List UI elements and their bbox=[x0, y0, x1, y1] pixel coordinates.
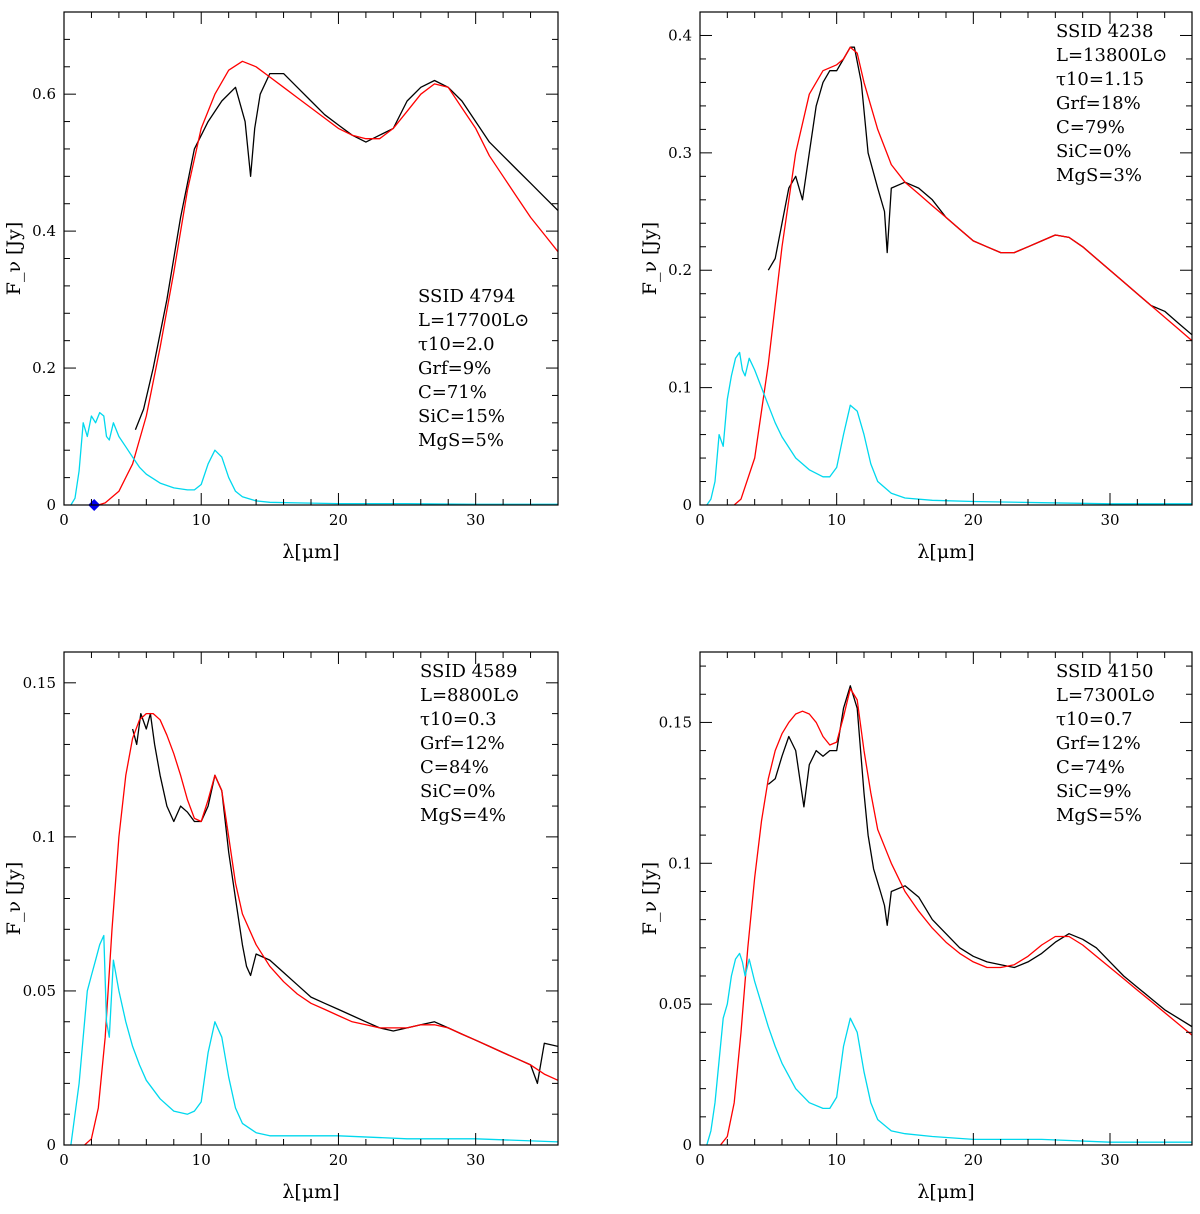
annotation-line: C=84% bbox=[420, 757, 489, 778]
annotation-line: SSID 4150 bbox=[1056, 661, 1153, 682]
x-axis-title: λ[μm] bbox=[282, 1181, 339, 1203]
y-tick-label: 0.1 bbox=[32, 828, 56, 846]
y-tick-label: 0 bbox=[46, 496, 56, 514]
annotation-line: L=13800L⊙ bbox=[1056, 45, 1167, 66]
x-axis-title: λ[μm] bbox=[282, 541, 339, 563]
x-tick-label: 20 bbox=[329, 511, 348, 529]
x-tick-label: 10 bbox=[192, 1151, 211, 1169]
annotation-line: MgS=5% bbox=[1056, 805, 1142, 826]
x-tick-label: 30 bbox=[466, 511, 485, 529]
observed-spectrum-line bbox=[767, 46, 1192, 336]
annotation-line: MgS=5% bbox=[418, 430, 504, 451]
annotation-line: Grf=18% bbox=[1056, 93, 1141, 114]
y-tick-label: 0.05 bbox=[659, 995, 692, 1013]
observed-spectrum-line bbox=[134, 72, 558, 430]
annotation-line: SiC=9% bbox=[1056, 781, 1132, 802]
annotation-line: L=17700L⊙ bbox=[418, 310, 529, 331]
x-tick-label: 20 bbox=[964, 511, 983, 529]
x-tick-label: 30 bbox=[466, 1151, 485, 1169]
panel-ssid-4238: 0 10 20 30 0 0.1 0.2 0.3 0.4 λ[μm] F_ν [Jy] SSID 42… bbox=[639, 11, 1193, 563]
annotation-line: SiC=0% bbox=[420, 781, 496, 802]
y-tick-label: 0 bbox=[682, 1136, 692, 1154]
panel-ssid-4150: 0 10 20 30 0 0.05 0.1 0.15 λ[μm] F_ν [Jy] SSID 415… bbox=[639, 651, 1193, 1203]
y-tick-label: 0 bbox=[46, 1136, 56, 1154]
annotation-line: C=74% bbox=[1056, 757, 1125, 778]
y-tick-label: 0.2 bbox=[668, 261, 692, 279]
annotation-line: SiC=15% bbox=[418, 406, 505, 427]
annotation-line: SSID 4238 bbox=[1056, 21, 1153, 42]
annotation-line: τ10=0.3 bbox=[420, 709, 497, 730]
x-tick-label: 30 bbox=[1100, 511, 1119, 529]
y-tick-label: 0.2 bbox=[32, 359, 56, 377]
model-fit-line bbox=[98, 60, 558, 505]
annotation-line: L=7300L⊙ bbox=[1056, 685, 1156, 706]
annotation-line: C=71% bbox=[418, 382, 487, 403]
y-tick-label: 0.1 bbox=[668, 379, 692, 397]
x-tick-label: 10 bbox=[827, 511, 846, 529]
stellar-spectrum-line bbox=[706, 952, 1192, 1145]
x-tick-label: 0 bbox=[695, 511, 705, 529]
y-tick-label: 0.3 bbox=[668, 144, 692, 162]
stellar-spectrum-line bbox=[70, 411, 558, 505]
y-tick-label: 0.1 bbox=[668, 854, 692, 872]
annotation-line: L=8800L⊙ bbox=[420, 685, 520, 706]
annotation-line: C=79% bbox=[1056, 117, 1125, 138]
annotation-line: MgS=4% bbox=[420, 805, 506, 826]
y-axis-title: F_ν [Jy] bbox=[3, 862, 25, 935]
annotation-line: SiC=0% bbox=[1056, 141, 1132, 162]
x-tick-label: 30 bbox=[1100, 1151, 1119, 1169]
y-tick-label: 0.05 bbox=[23, 982, 56, 1000]
observed-spectrum-line bbox=[131, 712, 558, 1085]
y-axis-title: F_ν [Jy] bbox=[639, 862, 661, 935]
model-fit-line bbox=[733, 46, 1192, 505]
x-axis-title: λ[μm] bbox=[917, 1181, 974, 1203]
stellar-spectrum-line bbox=[706, 351, 1192, 505]
y-tick-label: 0.4 bbox=[668, 26, 692, 44]
panel-ssid-4794: 0 10 20 30 0 0.2 0.4 0.6 λ[μm] F_ν [Jy] SSID 4794 L… bbox=[3, 11, 559, 563]
annotation-line: Grf=12% bbox=[1056, 733, 1141, 754]
model-fit-line bbox=[84, 712, 558, 1145]
annotation-line: τ10=2.0 bbox=[418, 334, 495, 355]
y-tick-label: 0.6 bbox=[32, 85, 56, 103]
annotation-line: τ10=0.7 bbox=[1056, 709, 1133, 730]
annotation-line: MgS=3% bbox=[1056, 165, 1142, 186]
x-axis-title: λ[μm] bbox=[917, 541, 974, 563]
stellar-spectrum-line bbox=[70, 934, 558, 1145]
y-tick-label: 0.4 bbox=[32, 222, 56, 240]
annotation-line: Grf=9% bbox=[418, 358, 491, 379]
x-tick-label: 0 bbox=[59, 511, 69, 529]
annotation-line: τ10=1.15 bbox=[1056, 69, 1144, 90]
y-axis-title: F_ν [Jy] bbox=[3, 222, 25, 295]
y-axis-title: F_ν [Jy] bbox=[639, 222, 661, 295]
annotation-line: SSID 4794 bbox=[418, 286, 515, 307]
x-tick-label: 10 bbox=[827, 1151, 846, 1169]
y-tick-label: 0.15 bbox=[659, 713, 692, 731]
observed-spectrum-line bbox=[767, 685, 1192, 1028]
y-tick-label: 0 bbox=[682, 496, 692, 514]
x-tick-label: 20 bbox=[964, 1151, 983, 1169]
panel-ssid-4589: 0 10 20 30 0 0.05 0.1 0.15 λ[μm] F_ν [Jy] SSID 458… bbox=[3, 651, 559, 1203]
annotation-line: Grf=12% bbox=[420, 733, 505, 754]
y-tick-label: 0.15 bbox=[23, 674, 56, 692]
x-tick-label: 0 bbox=[695, 1151, 705, 1169]
x-tick-label: 10 bbox=[192, 511, 211, 529]
x-tick-label: 20 bbox=[329, 1151, 348, 1169]
x-tick-label: 0 bbox=[59, 1151, 69, 1169]
annotation-line: SSID 4589 bbox=[420, 661, 517, 682]
model-fit-line bbox=[719, 687, 1192, 1145]
